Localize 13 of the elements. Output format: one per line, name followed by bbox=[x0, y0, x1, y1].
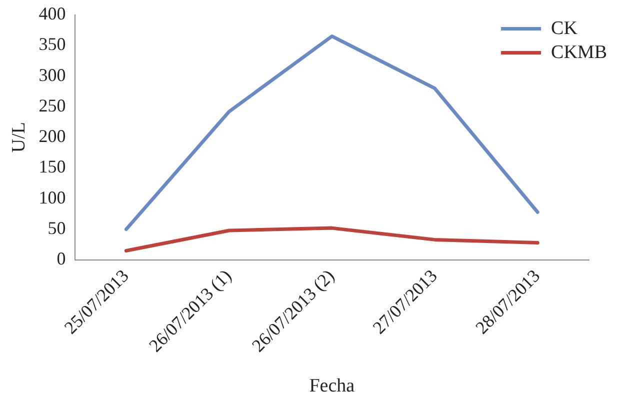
y-tick-label: 50 bbox=[48, 218, 66, 238]
legend-label: CK bbox=[551, 18, 578, 39]
y-axis-title: U/L bbox=[8, 122, 30, 153]
y-tick-label: 0 bbox=[56, 248, 66, 269]
y-tick-label: 100 bbox=[38, 187, 66, 208]
y-tick-label: 350 bbox=[38, 34, 66, 54]
x-axis-title: Fecha bbox=[309, 376, 356, 397]
y-tick-label: 300 bbox=[38, 64, 66, 85]
y-tick-label: 150 bbox=[38, 156, 66, 177]
y-tick-label: 250 bbox=[38, 95, 66, 116]
y-tick-label: 400 bbox=[38, 4, 66, 24]
y-tick-label: 200 bbox=[38, 126, 66, 146]
legend-label: CKMB bbox=[551, 42, 608, 63]
